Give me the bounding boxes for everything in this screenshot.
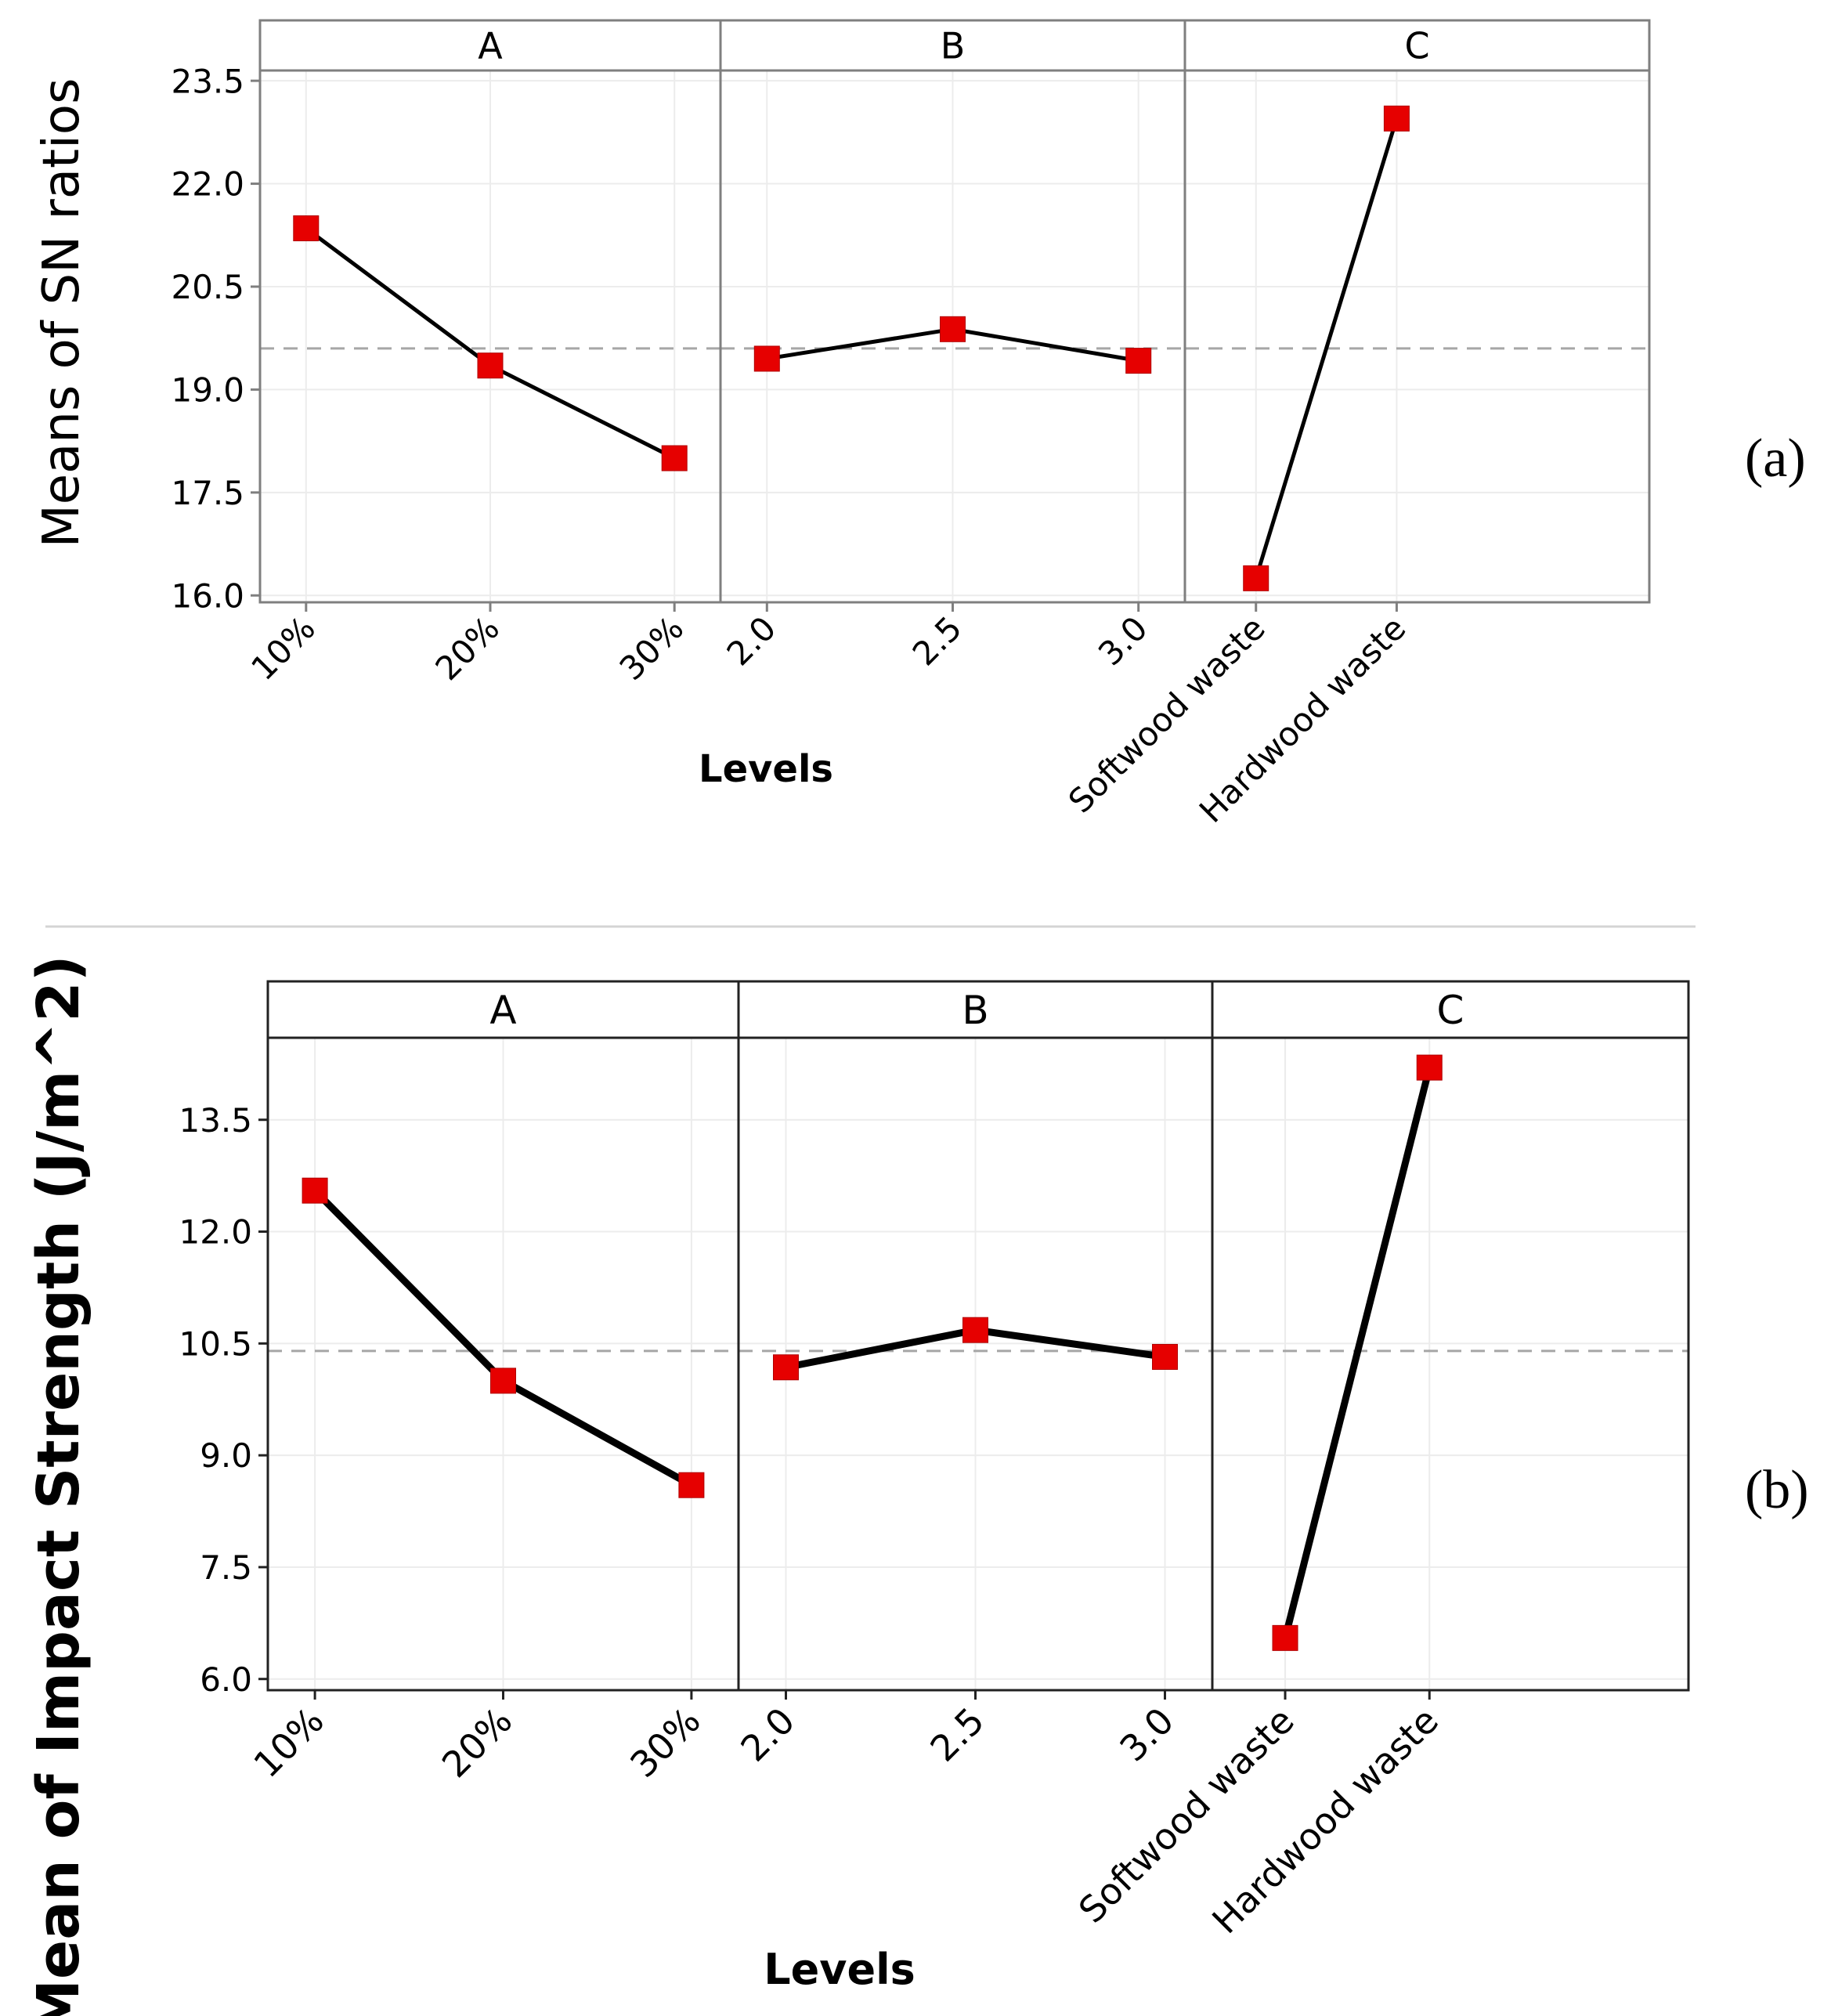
y-axis-label: Means of SN ratios: [33, 78, 91, 548]
data-point: [1416, 1054, 1443, 1081]
y-tick-label: 17.5: [171, 474, 244, 512]
y-tick-label: 12.0: [179, 1213, 252, 1252]
y-tick-label: 22.0: [171, 165, 244, 204]
y-tick-label: 16.0: [171, 576, 244, 615]
data-point: [940, 316, 966, 342]
data-point: [477, 352, 504, 379]
data-point: [293, 215, 320, 242]
facet-strip: [258, 19, 722, 72]
y-tick-label: 6.0: [200, 1660, 252, 1699]
y-axis-label: Mean of Impact Strength (J/m^2): [25, 955, 92, 2016]
data-point: [962, 1317, 988, 1343]
y-tick-label: 20.5: [171, 268, 244, 306]
facet-panel: [1211, 1036, 1690, 1692]
y-tick-label: 19.0: [171, 371, 244, 410]
facet-title: B: [941, 25, 966, 67]
facet-strip: [1211, 980, 1690, 1039]
data-point: [678, 1472, 705, 1498]
facet-strip: [1183, 19, 1651, 72]
y-tick-label: 7.5: [200, 1548, 252, 1587]
y-tick-label: 9.0: [200, 1436, 252, 1475]
facet-a: A10% 20% 30%: [244, 19, 722, 688]
data-point: [1152, 1343, 1178, 1370]
facet-title: A: [489, 988, 516, 1033]
data-point: [753, 345, 780, 372]
data-point: [302, 1177, 328, 1204]
facet-strip: [719, 19, 1186, 72]
facet-b: B2.0 2.5 3.0: [719, 19, 1186, 673]
y-tick-label: 23.5: [171, 62, 244, 100]
data-point: [773, 1354, 799, 1381]
x-axis-label: Levels: [764, 1945, 915, 1994]
data-point: [1243, 565, 1269, 591]
facet-title: B: [962, 988, 988, 1033]
facet-strip: [737, 980, 1214, 1039]
facet-panel: [1183, 69, 1651, 604]
facet-title: C: [1437, 988, 1464, 1033]
x-axis-label: Levels: [699, 747, 833, 791]
series-line: [1254, 117, 1399, 580]
data-point: [490, 1367, 516, 1394]
panel-label-b: (b): [1745, 1460, 1809, 1520]
data-point: [1383, 105, 1410, 132]
facet-title: C: [1404, 25, 1429, 67]
data-point: [1272, 1624, 1298, 1651]
y-tick-label: 10.5: [179, 1324, 252, 1363]
series-line: [1281, 1066, 1433, 1639]
y-tick-label: 13.5: [179, 1101, 252, 1140]
panel-label-a: (a): [1745, 428, 1806, 489]
data-point: [1125, 348, 1152, 374]
facet-title: A: [478, 25, 503, 67]
data-point: [661, 445, 688, 471]
